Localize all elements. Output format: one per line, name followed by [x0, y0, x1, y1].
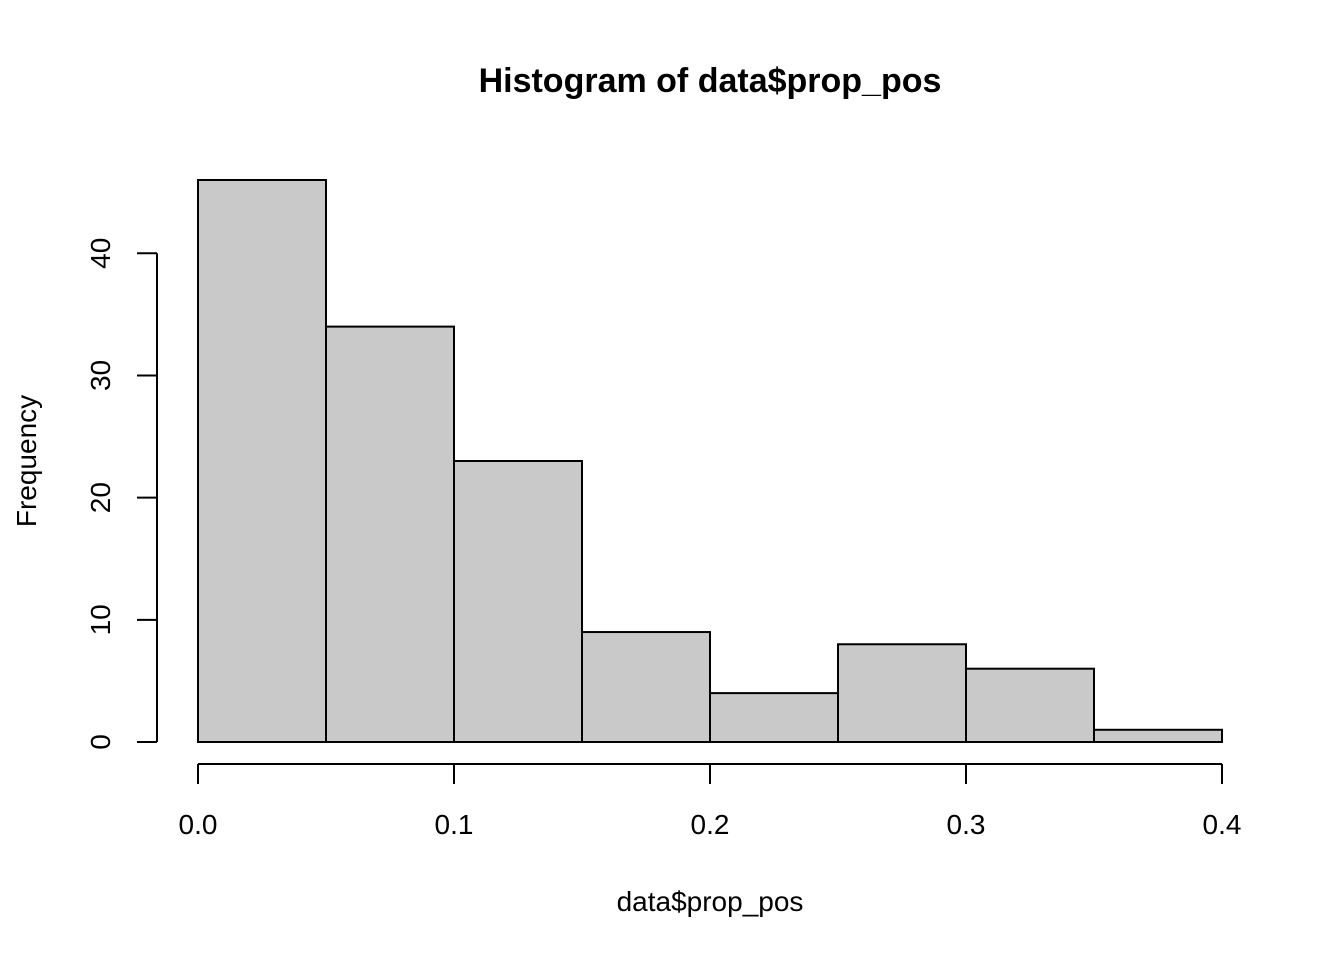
- histogram-bar: [581, 631, 711, 743]
- y-tick-label: 0: [85, 734, 116, 750]
- histogram-bar: [837, 643, 967, 743]
- y-tick-label: 10: [85, 604, 116, 635]
- y-tick-label: 30: [85, 360, 116, 391]
- histogram-bar: [197, 179, 327, 743]
- histogram-bar: [453, 460, 583, 743]
- bars-group: [197, 179, 1223, 744]
- x-axis-label: data$prop_pos: [617, 886, 804, 917]
- histogram-bar: [709, 692, 839, 743]
- x-tick-label: 0.3: [947, 809, 986, 840]
- histogram-bar: [1093, 728, 1223, 743]
- y-axis-label: Frequency: [11, 395, 42, 527]
- x-tick-label: 0.1: [435, 809, 474, 840]
- histogram-bar: [325, 325, 455, 743]
- x-tick-label: 0.0: [179, 809, 218, 840]
- x-axis: 0.0 0.1 0.2 0.3 0.4: [179, 763, 1242, 840]
- x-tick-label: 0.4: [1203, 809, 1242, 840]
- histogram-bar: [965, 667, 1095, 744]
- y-tick-label: 40: [85, 238, 116, 269]
- chart-title: Histogram of data$prop_pos: [479, 62, 942, 100]
- x-tick-label: 0.2: [691, 809, 730, 840]
- y-axis: 0 10 20 30 40: [85, 238, 158, 750]
- y-tick-label: 20: [85, 482, 116, 513]
